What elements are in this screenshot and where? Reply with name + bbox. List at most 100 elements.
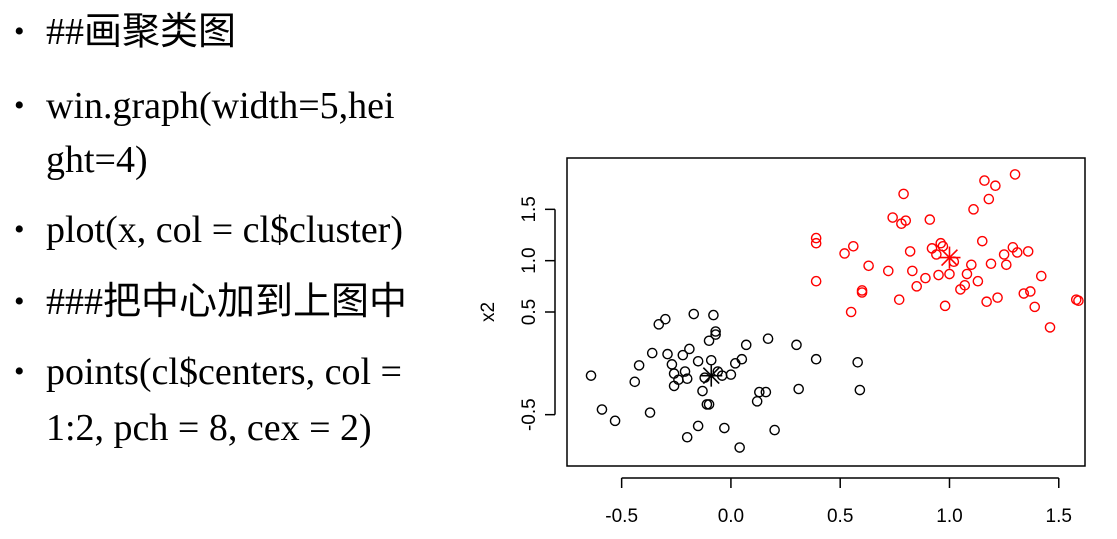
bullet-dot: • [14, 285, 25, 318]
cluster2-point [985, 258, 997, 270]
cluster1-point [793, 383, 804, 395]
cluster2-point [959, 280, 971, 291]
cluster2-point [907, 265, 918, 277]
cluster1-point [708, 309, 719, 321]
cluster1-point [710, 326, 721, 337]
cluster2-point [972, 275, 984, 287]
cluster2-point [1025, 286, 1036, 297]
cluster1-point [609, 415, 621, 427]
cluster1-point [740, 339, 752, 351]
cluster1-point [705, 354, 717, 366]
cluster2-point [937, 240, 949, 252]
bullet-text: ##画聚类图 [46, 11, 237, 53]
cluster2-point [981, 296, 992, 308]
cluster2-point [1011, 247, 1023, 258]
x-tick-label: -0.5 [605, 506, 638, 527]
cluster2-point [939, 300, 951, 312]
cluster1-point [699, 372, 710, 384]
y-tick-label: 1.5 [519, 196, 540, 222]
y-tick-label: 0.5 [519, 299, 540, 325]
cluster2-point [1073, 295, 1084, 307]
cluster1-point [679, 366, 691, 377]
cluster1-point [677, 349, 689, 361]
cluster2-point [1009, 169, 1021, 180]
cluster1-point [681, 373, 693, 385]
asterisk-stroke [702, 367, 720, 385]
cluster2-point [990, 180, 1001, 192]
x-tick-label: 1.5 [1046, 506, 1072, 527]
cluster1-point [710, 329, 721, 340]
bullet-text: win.graph(width=5,hei [46, 85, 395, 127]
cluster2-point [998, 249, 1010, 260]
bullet-continuation: ght=4) [46, 139, 148, 181]
cluster1-point [633, 360, 645, 371]
cluster2-point [887, 212, 898, 223]
cluster1-point [854, 384, 866, 396]
cluster1-point [701, 399, 713, 410]
cluster1-point [697, 385, 708, 397]
cluster1-point [760, 386, 772, 398]
cluster1-point [734, 442, 745, 453]
y-tick-label: 1.0 [519, 247, 540, 273]
cluster1-point [692, 420, 704, 432]
cluster2-point [839, 248, 850, 259]
cluster2-point [1001, 259, 1012, 271]
x-tick-label: 0.0 [718, 506, 744, 527]
bullet-dot: • [14, 15, 25, 48]
cluster1-point [719, 422, 730, 434]
cluster2-point [904, 246, 916, 257]
cluster2-point [810, 232, 822, 244]
cluster2-point [863, 260, 874, 272]
bullet-text: points(cl$centers, col = [46, 351, 402, 393]
x-tick-label: 1.0 [936, 506, 962, 527]
x-axis: -0.5 0.0 0.5 1.0 1.5 [605, 477, 1072, 527]
cluster2-point [1018, 288, 1030, 299]
cluster2-point [810, 275, 822, 287]
cluster2-point [931, 249, 942, 260]
cluster1-point [736, 353, 748, 365]
cluster2-point [944, 268, 955, 280]
cluster2-point [1022, 246, 1034, 257]
cluster1-point [703, 335, 715, 347]
cluster2-point [961, 268, 973, 280]
cluster2-point [848, 240, 859, 252]
cluster1-point [684, 343, 695, 355]
cluster2-point [845, 306, 857, 318]
cluster1-point [596, 404, 608, 415]
cluster1-point [666, 359, 678, 370]
cluster1-point [681, 431, 693, 443]
bullet-dot: • [14, 213, 25, 246]
cluster2-point [856, 287, 868, 298]
cluster1-point [762, 333, 774, 344]
cluster2-point [924, 214, 936, 225]
bullet-text: plot(x, col = cl$cluster) [46, 209, 403, 251]
cluster1-point [791, 339, 802, 351]
cluster1-point [703, 399, 715, 410]
cluster2-point [1035, 270, 1047, 282]
bullet-dot: • [14, 89, 25, 122]
cluster1-point [644, 407, 656, 418]
cluster2-point [933, 269, 944, 281]
bullet-continuation: 1:2, pch = 8, cex = 2) [46, 407, 372, 449]
cluster2-point [893, 294, 905, 305]
bullet-dot: • [14, 355, 25, 388]
x-tick-label: 0.5 [827, 506, 853, 527]
cluster2-point [976, 235, 988, 247]
cluster2-point [1044, 322, 1056, 333]
y-tick-label: -0.5 [519, 398, 540, 431]
cluster1-point [725, 369, 737, 380]
cluster1-point [653, 319, 665, 330]
cluster2-point [992, 292, 1003, 303]
cluster1-point [754, 386, 765, 398]
plot-frame [566, 157, 1086, 467]
cluster1-point [810, 353, 822, 365]
asterisk-stroke [941, 249, 958, 267]
cluster1-point [852, 357, 863, 368]
cluster1-point [660, 313, 671, 325]
cluster2-point [968, 204, 979, 215]
cluster-centers [700, 246, 961, 387]
cluster2-point [966, 259, 977, 271]
scatter-chart: -0.5 0.0 0.5 1.0 1.5 -0.5 0.5 1.0 1.5 x2 [478, 157, 1086, 527]
cluster2-point [898, 188, 909, 200]
cluster1-point [692, 355, 704, 367]
